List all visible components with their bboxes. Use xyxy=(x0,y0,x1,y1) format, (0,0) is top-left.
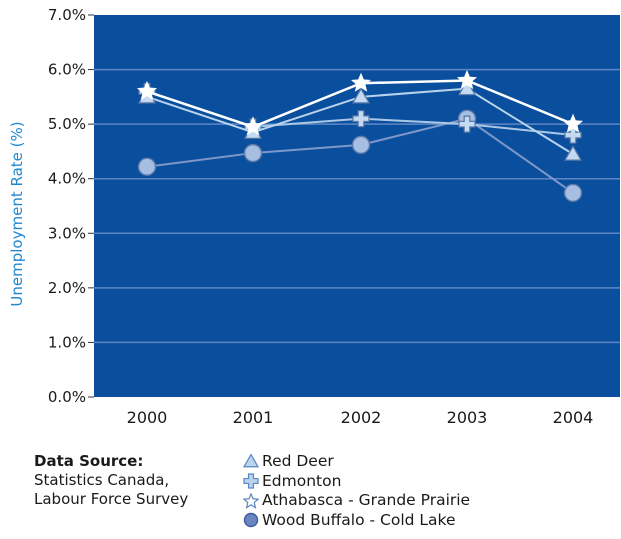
series-lines xyxy=(136,69,584,203)
legend-label: Edmonton xyxy=(262,471,342,490)
data-point-red-deer xyxy=(351,87,371,104)
x-tick-label: 2002 xyxy=(341,408,382,427)
plot-area xyxy=(94,15,620,397)
triangle-icon xyxy=(243,453,259,470)
legend-item: Wood Buffalo - Cold Lake xyxy=(243,511,470,531)
data-point-athabasca-grande-prairie xyxy=(242,116,264,136)
legend-marker-shape xyxy=(243,492,259,509)
y-tick-label: 4.0% xyxy=(48,170,86,188)
y-axis-ticks: 0.0% 1.0% 2.0% 3.0% 4.0% 5.0% 6.0% 7.0% xyxy=(48,6,94,406)
data-point-edmonton xyxy=(564,126,582,144)
star-icon xyxy=(243,492,259,509)
legend: Red Deer Edmonton Athabasca - Grande Prair… xyxy=(243,452,470,530)
legend-label: Athabasca - Grande Prairie xyxy=(262,491,471,509)
y-axis-label: Unemployment Rate (%) xyxy=(8,121,26,306)
y-tick-label: 5.0% xyxy=(48,115,86,133)
y-tick-label: 3.0% xyxy=(48,224,86,242)
data-point-athabasca-grande-prairie xyxy=(456,69,478,90)
x-tick-label: 2000 xyxy=(127,408,168,427)
data-point-athabasca-grande-prairie xyxy=(562,113,584,133)
legend-item: Edmonton xyxy=(243,472,470,492)
data-point-wood-buffalo-cold-lake xyxy=(351,135,371,155)
line-chart: 0.0%1.0%2.0%3.0%4.0%5.0%6.0%7.0% 2000 200… xyxy=(8,6,620,427)
data-point-wood-buffalo-cold-lake xyxy=(563,183,583,203)
y-tick-label: 0.0% xyxy=(48,388,86,406)
y-tick-label: 7.0% xyxy=(48,6,86,24)
y-tick-label: 1.0% xyxy=(48,333,86,351)
data-point-athabasca-grande-prairie xyxy=(136,80,158,100)
gridlines xyxy=(94,68,620,344)
data-point-red-deer xyxy=(563,144,583,161)
legend-item: Athabasca - Grande Prairie xyxy=(243,491,470,511)
legend-marker-shape xyxy=(243,473,259,489)
legend-label: Wood Buffalo - Cold Lake xyxy=(262,510,456,529)
legend-item: Red Deer xyxy=(243,452,470,472)
data-source-title: Data Source: xyxy=(34,452,144,470)
x-tick-label: 2001 xyxy=(233,408,274,427)
x-tick-label: 2003 xyxy=(447,408,488,427)
data-point-wood-buffalo-cold-lake xyxy=(137,157,157,176)
data-source: Data Source: Statistics Canada, Labour F… xyxy=(34,452,188,509)
legend-marker-shape xyxy=(243,453,259,468)
data-source-line: Labour Force Survey xyxy=(34,490,189,508)
data-point-wood-buffalo-cold-lake xyxy=(243,143,263,163)
x-tick-label: 2004 xyxy=(553,408,594,427)
plus-icon xyxy=(243,473,259,489)
y-tick-label: 2.0% xyxy=(48,279,86,297)
data-source-line: Statistics Canada, xyxy=(34,471,170,489)
data-point-edmonton xyxy=(352,110,370,128)
data-point-athabasca-grande-prairie xyxy=(350,72,372,92)
y-tick-label: 6.0% xyxy=(48,61,86,79)
circle-icon xyxy=(243,512,259,528)
x-axis-ticks: 2000 2001 2002 2003 2004 xyxy=(127,408,594,427)
legend-marker-shape xyxy=(243,513,259,528)
data-point-edmonton xyxy=(458,115,476,133)
legend-label: Red Deer xyxy=(262,452,334,470)
